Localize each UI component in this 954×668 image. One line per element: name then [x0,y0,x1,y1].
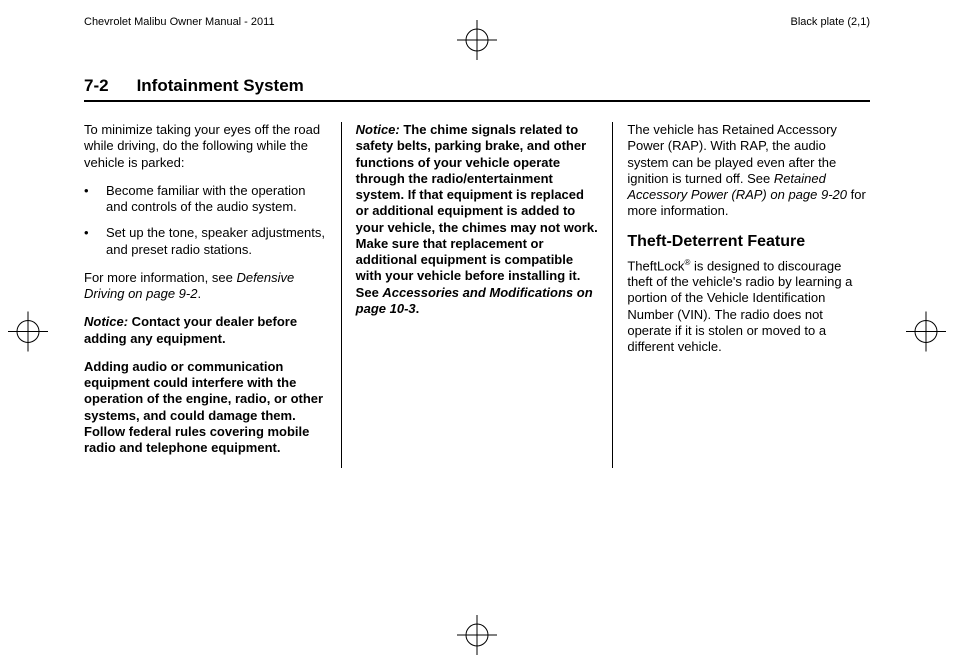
running-header: Chevrolet Malibu Owner Manual - 2011 Bla… [84,16,870,28]
bullet-text: Become familiar with the operation and c… [106,183,327,216]
header-right: Black plate (2,1) [791,16,870,28]
list-item: •Set up the tone, speaker adjustments, a… [84,225,327,258]
subheading: Theft-Deterrent Feature [627,232,870,252]
register-mark-top [457,20,497,60]
bullet-text: Set up the tone, speaker adjustments, an… [106,225,327,258]
register-mark-left [8,312,48,357]
section-header: 7-2 Infotainment System [84,76,870,102]
bullet-list: •Become familiar with the operation and … [84,183,327,258]
column-2: Notice: The chime signals related to saf… [341,122,613,468]
more-info-para: For more information, see Defensive Driv… [84,270,327,303]
rap-para: The vehicle has Retained Accessory Power… [627,122,870,220]
notice-para-2: Adding audio or communication equipment … [84,359,327,457]
register-mark-right [906,312,946,357]
header-left: Chevrolet Malibu Owner Manual - 2011 [84,16,275,28]
notice-para-1: Notice: Contact your dealer before addin… [84,314,327,347]
notice-label: Notice: [84,314,128,329]
list-item: •Become familiar with the operation and … [84,183,327,216]
column-1: To minimize taking your eyes off the roa… [84,122,341,468]
notice-chime-para: Notice: The chime signals related to saf… [356,122,599,317]
notice-label: Notice: [356,122,400,137]
page-number: 7-2 [84,76,109,96]
column-3: The vehicle has Retained Accessory Power… [612,122,870,468]
theft-para: TheftLock® is designed to discourage the… [627,258,870,356]
section-title: Infotainment System [137,76,304,96]
content-columns: To minimize taking your eyes off the roa… [84,122,870,468]
intro-para: To minimize taking your eyes off the roa… [84,122,327,171]
register-mark-bottom [457,615,497,660]
cross-ref: Accessories and Modifications on page 10… [356,285,593,316]
